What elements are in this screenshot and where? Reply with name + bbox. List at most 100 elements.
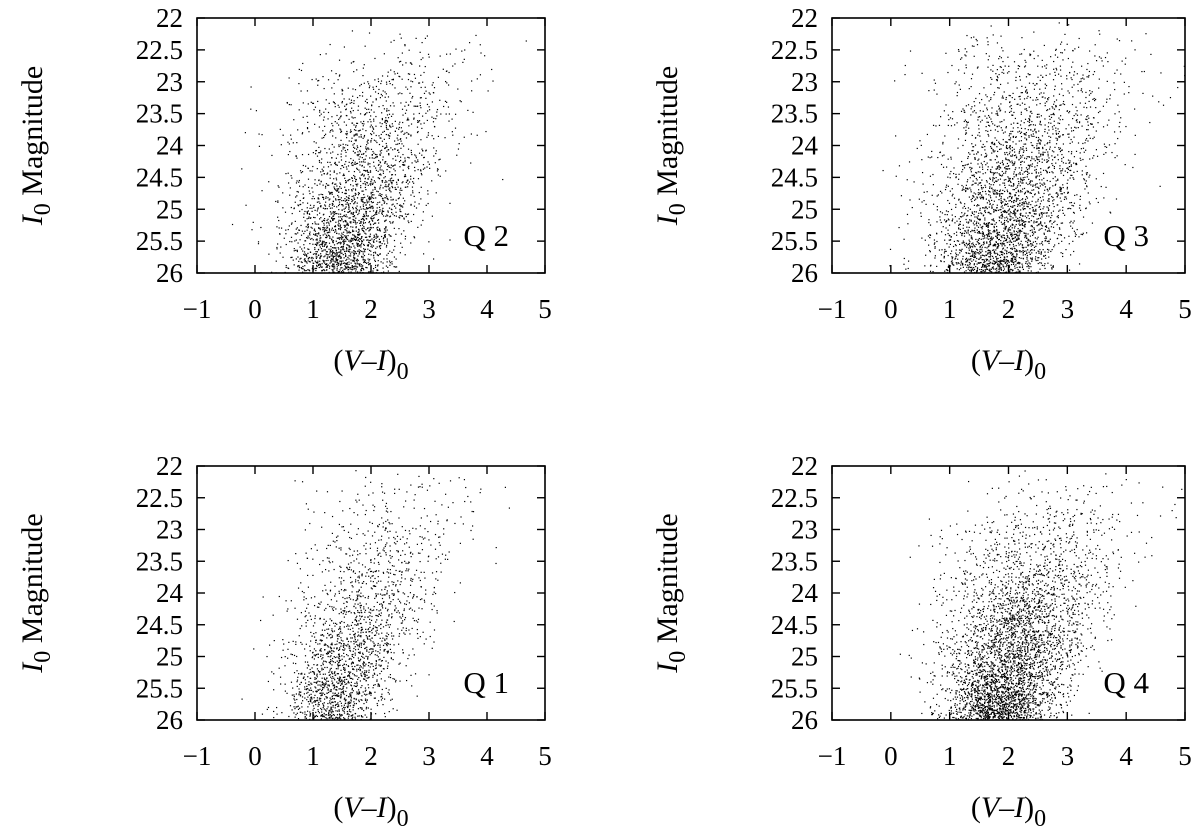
data-point [404,174,406,176]
data-point [385,93,387,95]
data-point [1086,186,1088,188]
data-point [376,203,378,206]
data-point [405,101,407,103]
data-point [1143,70,1145,73]
data-point [1036,143,1038,145]
data-point [1043,206,1045,208]
data-point [342,248,344,251]
data-point [311,210,313,212]
data-point [1074,235,1077,237]
data-point [1008,70,1010,73]
data-point [1006,147,1009,150]
data-point [1037,65,1039,67]
data-point [1011,257,1014,259]
data-point [328,248,330,250]
data-point [977,119,979,121]
data-point [327,234,330,236]
data-point [349,203,351,205]
data-point [993,211,995,213]
data-point [383,271,385,273]
data-point [319,109,321,112]
data-point [312,152,314,154]
data-point [1000,192,1002,195]
data-point [1089,158,1091,160]
data-point [1030,219,1032,222]
data-point [1000,35,1002,37]
data-point [320,243,322,246]
data-point [946,243,948,245]
data-point [328,184,330,186]
data-point [356,266,358,268]
data-point [404,112,407,114]
data-point [973,36,975,38]
data-point [964,48,966,50]
data-point [993,220,995,222]
data-point [1021,37,1023,39]
data-point [374,222,376,224]
data-point [1024,59,1026,62]
data-point [1006,250,1008,252]
data-point [348,170,350,173]
data-point [969,264,971,266]
data-point [1055,180,1057,182]
data-point [1002,270,1005,272]
data-point [1072,129,1075,132]
data-point [978,204,980,207]
data-point [1051,155,1053,157]
data-point [969,246,971,248]
data-point [344,252,346,255]
data-point [970,37,972,39]
data-point [339,117,341,119]
data-point [343,240,345,242]
data-point [375,197,377,199]
data-point [954,258,956,260]
data-point [1072,240,1074,242]
data-point [385,184,387,186]
data-point [361,95,364,97]
data-point [975,243,977,246]
data-point [452,65,454,67]
data-point [981,146,983,148]
data-point [991,239,993,241]
data-point [967,156,969,158]
data-point [354,235,356,237]
data-point [1077,46,1080,48]
data-point [1026,197,1029,199]
data-point [1050,113,1052,116]
data-point [345,109,347,111]
data-point [1041,225,1044,227]
data-point [352,213,354,215]
data-point [985,265,987,267]
data-point [357,154,359,156]
data-point [1008,165,1010,167]
data-point [967,243,970,245]
data-point [972,195,974,197]
data-point [444,137,446,139]
data-point [1061,222,1064,224]
data-point [1000,208,1002,211]
data-point [1025,76,1028,78]
data-point [1025,167,1028,169]
data-point [1062,174,1065,177]
data-point [302,265,304,268]
data-point [381,213,383,215]
data-point [1028,244,1030,246]
data-point [347,232,349,234]
data-point [379,253,381,255]
data-point [363,175,365,177]
data-point [374,251,376,253]
data-point [349,255,352,257]
data-point [986,260,988,262]
data-point [1051,150,1054,152]
data-point [972,146,975,148]
data-point [358,252,361,254]
data-point [310,217,312,219]
data-point [1019,53,1021,55]
data-point [374,187,376,189]
data-point [1037,250,1039,252]
data-point [1031,260,1033,262]
data-point [397,186,399,188]
data-point [1018,261,1020,264]
data-point [1027,244,1029,246]
data-point [331,87,333,89]
